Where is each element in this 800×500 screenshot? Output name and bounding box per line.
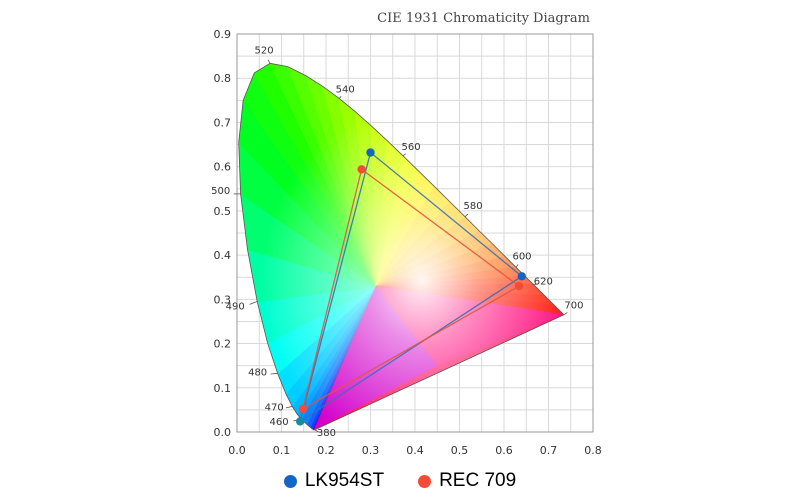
wavelength-label-620: 620 [534, 276, 553, 287]
x-tick-label: 0.2 [317, 444, 335, 457]
plot-frame [236, 33, 594, 433]
x-tick-label: 0.5 [451, 444, 469, 457]
wavelength-label-540: 540 [336, 84, 355, 95]
wavelength-label-560: 560 [401, 142, 420, 153]
chart-title: CIE 1931 Chromaticity Diagram [377, 11, 590, 26]
y-tick-label: 0.2 [214, 338, 232, 351]
wavelength-tick [402, 153, 407, 157]
wavelength-label-470: 470 [265, 402, 284, 413]
wavelength-tick [515, 264, 519, 268]
wavelength-labels: 380 460 470 480 490 500 520 540 560 580 600 620 700 [211, 45, 583, 439]
wavelength-label-700: 700 [564, 301, 583, 312]
vertex-lk954st-green [366, 148, 375, 157]
y-tick-label: 0.0 [214, 426, 232, 439]
wavelength-label-500: 500 [211, 186, 230, 197]
legend: LK954ST REC 709 [0, 468, 800, 494]
y-tick-label: 0.1 [214, 382, 232, 395]
wavelength-tick [285, 406, 293, 409]
x-tick-label: 0.0 [228, 444, 246, 457]
wavelength-label-520: 520 [255, 45, 274, 56]
vertex-rec709-green [357, 165, 366, 174]
wavelength-tick [314, 429, 319, 433]
legend-label-lk954st: LK954ST [304, 470, 385, 491]
vertex-lk954st-blue [295, 417, 305, 426]
y-tick-label: 0.7 [214, 116, 232, 129]
wavelength-tick [270, 372, 278, 375]
wavelength-label-600: 600 [512, 251, 531, 262]
x-tick-label: 0.3 [362, 444, 380, 457]
y-tick-label: 0.3 [214, 293, 232, 306]
vertex-lk954st-red [517, 272, 526, 281]
x-tick-label: 0.6 [495, 444, 513, 457]
gamut-fill [238, 63, 564, 430]
legend-item-rec709: REC 709 [418, 470, 516, 492]
wavelength-tick [563, 312, 568, 316]
y-tick-label: 0.9 [214, 28, 232, 41]
wavelength-label-490: 490 [226, 302, 245, 313]
y-tick-label: 0.5 [214, 205, 232, 218]
y-tick-label: 0.6 [214, 161, 232, 174]
wavelength-label-380: 380 [317, 428, 336, 439]
legend-label-rec709: REC 709 [439, 470, 517, 491]
gamut-triangle-rec709 [301, 168, 521, 411]
legend-item-lk954st: LK954ST [283, 470, 385, 492]
x-tick-label: 0.7 [540, 444, 558, 457]
vertex-rec709-red [514, 281, 524, 291]
wavelength-label-480: 480 [248, 367, 267, 378]
wavelength-tick [249, 301, 258, 305]
y-tick-label: 0.8 [214, 72, 232, 85]
axes: 0.0 0.1 0.2 0.3 0.4 0.5 0.6 0.7 0.8 0.0 0.1 0.2 0.3 0… [214, 28, 602, 457]
legend-marker-rec709 [418, 474, 432, 488]
gamut-triangle-lk954st [299, 151, 523, 423]
wavelength-label-460: 460 [270, 417, 289, 428]
legend-marker-lk954st [283, 474, 297, 488]
x-tick-label: 0.1 [273, 444, 291, 457]
wavelength-tick [267, 59, 271, 64]
wavelength-label-580: 580 [464, 201, 483, 212]
vertex-rec709-blue [298, 404, 308, 414]
gamut-region [238, 62, 565, 431]
spectral-locus-outline [238, 62, 565, 431]
wavelength-tick [464, 213, 469, 218]
x-tick-label: 0.8 [584, 444, 602, 457]
chromaticity-chart: CIE 1931 Chromaticity Diagram 0.0 0.1 0.2 0… [211, 11, 602, 457]
wavelength-tick [338, 96, 342, 99]
gamut-triangles [295, 148, 526, 426]
y-tick-label: 0.4 [214, 249, 232, 262]
x-tick-label: 0.4 [406, 444, 424, 457]
